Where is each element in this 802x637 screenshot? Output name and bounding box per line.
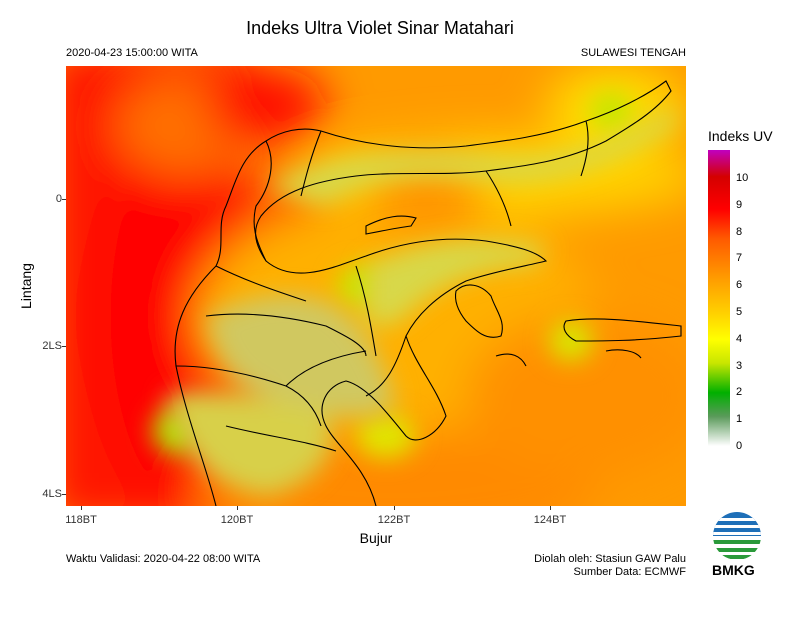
x-tick-118bt: 118BT [65, 514, 97, 526]
uv-gradient-bar [708, 150, 730, 446]
uv-low-spots [152, 91, 633, 458]
x-tick-mark [81, 506, 82, 510]
legend-title: Indeks UV [708, 128, 773, 144]
x-axis-label: Bujur [359, 530, 393, 546]
bmkg-logo-icon [713, 512, 761, 560]
y-axis-label: Lintang [18, 263, 34, 309]
legend-label-1: 1 [736, 413, 743, 425]
y-tick-2ls: 2LS [42, 340, 62, 352]
region-name: SULAWESI TENGAH [580, 47, 686, 59]
y-tick-4ls: 4LS [42, 488, 62, 500]
uv-heatmap [66, 66, 686, 506]
legend-label-8: 8 [736, 226, 743, 238]
processed-by: Diolah oleh: Stasiun GAW Palu [534, 553, 686, 565]
legend-label-9: 9 [736, 199, 743, 211]
x-tick-124bt: 124BT [533, 514, 567, 526]
x-tick-mark [394, 506, 395, 510]
uv-land-tint [166, 106, 676, 496]
x-tick-120bt: 120BT [220, 514, 254, 526]
y-tick-0: 0 [55, 193, 62, 205]
bmkg-logo-text: BMKG [712, 562, 755, 578]
legend-label-7: 7 [736, 252, 743, 264]
coastline-and-boundaries [174, 80, 682, 506]
x-tick-mark [237, 506, 238, 510]
x-tick-mark [550, 506, 551, 510]
y-tick-mark [62, 494, 66, 495]
legend-label-0: 0 [736, 440, 743, 452]
y-tick-mark [62, 199, 66, 200]
data-source: Sumber Data: ECMWF [573, 566, 686, 578]
legend-label-6: 6 [736, 279, 743, 291]
y-tick-mark [62, 346, 66, 347]
legend-label-5: 5 [736, 306, 743, 318]
forecast-datetime: 2020-04-23 15:00:00 WITA [66, 47, 198, 59]
legend-label-10: 10 [736, 172, 749, 184]
x-tick-122bt: 122BT [377, 514, 411, 526]
uv-color-scale [708, 150, 730, 446]
validity-time: Waktu Validasi: 2020-04-22 08:00 WITA [66, 553, 261, 565]
uv-map-panel [66, 66, 686, 506]
legend-label-3: 3 [736, 360, 743, 372]
legend-label-4: 4 [736, 333, 743, 345]
legend-label-2: 2 [736, 386, 743, 398]
map-title: Indeks Ultra Violet Sinar Matahari [246, 18, 514, 38]
